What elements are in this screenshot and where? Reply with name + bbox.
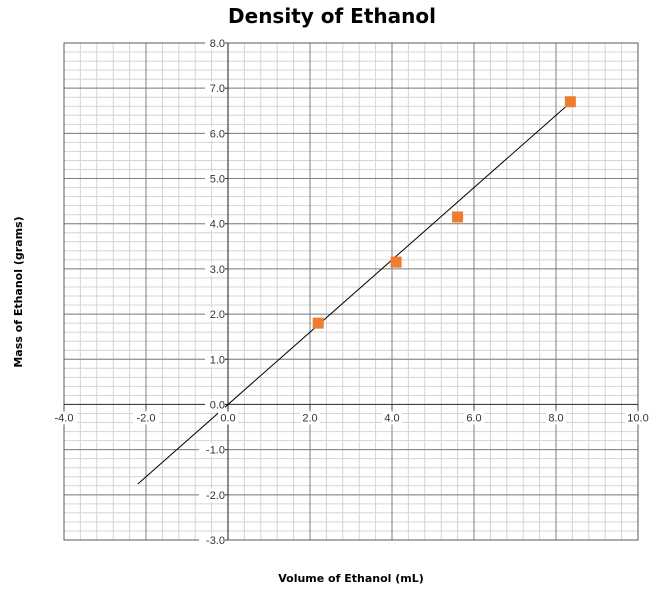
x-tick-label: 10.0 <box>627 412 648 424</box>
x-tick-label: 8.0 <box>548 412 563 424</box>
data-point <box>312 317 324 329</box>
y-tick-label-bg <box>205 37 225 50</box>
y-tick-label: 4.0 <box>210 219 225 231</box>
x-tick-label: 2.0 <box>302 412 317 424</box>
y-tick-label: -2.0 <box>206 490 225 502</box>
x-tick-label: -2.0 <box>137 412 156 424</box>
x-tick-label-bg <box>625 411 651 425</box>
x-tick-label: 4.0 <box>384 412 399 424</box>
y-tick-label-bg <box>205 127 225 141</box>
x-tick-label: 6.0 <box>466 412 481 424</box>
y-tick-label: -3.0 <box>206 535 225 547</box>
y-tick-label: 5.0 <box>210 174 225 186</box>
y-tick-label-bg <box>199 443 225 457</box>
data-point <box>452 211 464 223</box>
y-tick-label-bg <box>205 82 225 96</box>
x-tick-label-bg <box>133 411 159 425</box>
plot-border <box>63 42 639 541</box>
y-tick-label: 7.0 <box>210 83 225 95</box>
y-tick-label-bg <box>205 308 225 322</box>
x-tick-label-bg <box>546 411 566 425</box>
y-tick-label: 0.0 <box>210 399 225 411</box>
y-tick-label-bg <box>205 398 225 412</box>
x-tick-label-bg <box>218 411 238 425</box>
y-tick-label: 3.0 <box>210 264 225 276</box>
y-tick-label-bg <box>205 172 225 186</box>
x-tick-label-bg <box>51 411 77 425</box>
x-tick-label-bg <box>464 411 484 425</box>
y-tick-label: 2.0 <box>210 309 225 321</box>
plot-area: -4.0 -2.0 0.0 2.0 4.0 6.0 8.0 10.0 -3.0 -2.0 -1.0 0… <box>51 37 651 547</box>
x-tick-label-bg <box>382 411 402 425</box>
y-tick-label: 6.0 <box>210 128 225 140</box>
y-tick-label-bg <box>199 534 225 547</box>
y-tick-label-bg <box>205 262 225 276</box>
chart-title: Density of Ethanol <box>228 4 436 28</box>
y-tick-label: -1.0 <box>206 445 225 457</box>
data-point <box>390 256 402 268</box>
y-axis-title: Mass of Ethanol (grams) <box>12 216 25 367</box>
y-tick-label-bg <box>205 217 225 231</box>
y-tick-label: 8.0 <box>210 38 225 50</box>
y-tick-label: 1.0 <box>210 354 225 366</box>
x-tick-label: -4.0 <box>55 412 74 424</box>
y-tick-label-bg <box>205 353 225 367</box>
x-tick-label: 0.0 <box>220 412 235 424</box>
trendline <box>137 102 571 485</box>
x-tick-label-bg <box>300 411 320 425</box>
y-tick-label-bg <box>199 488 225 502</box>
data-point <box>564 96 576 108</box>
x-axis-title: Volume of Ethanol (mL) <box>278 572 424 585</box>
